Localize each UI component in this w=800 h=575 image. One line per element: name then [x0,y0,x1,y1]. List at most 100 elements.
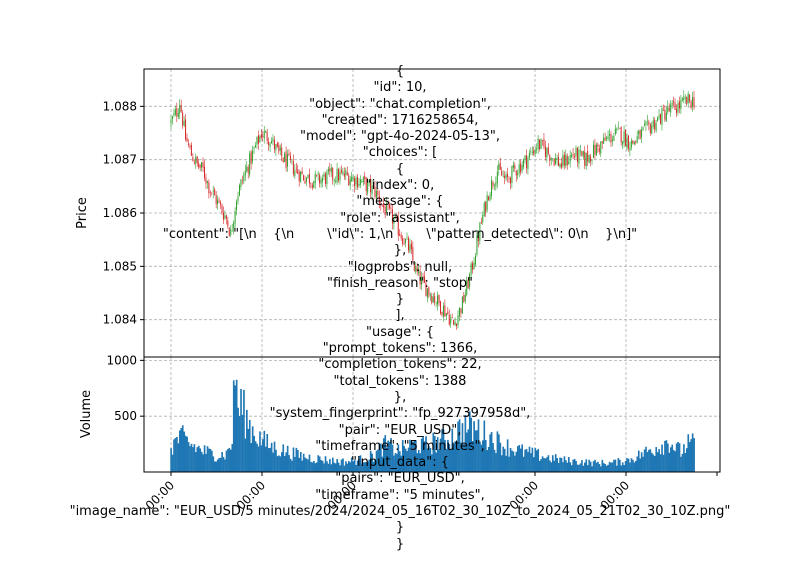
volume-bar [451,428,454,472]
volume-bar [308,454,311,472]
candle-body [590,156,592,162]
volume-bar [482,440,484,472]
candle-body [405,239,407,244]
candle-body [658,115,660,118]
candle-body [668,108,670,111]
volume-bar [302,453,305,472]
volume-bar [598,463,601,472]
candle-body [364,175,366,180]
volume-bar [336,459,339,472]
price-y-tick-label: 1.086 [103,206,137,220]
volume-bar [273,441,276,472]
volume-bar [435,452,438,472]
volume-bar [398,451,401,472]
candle-body [276,143,278,147]
candle-body [684,98,686,99]
candle-body [642,127,644,131]
volume-bar [403,446,406,472]
candle-body [262,136,264,137]
volume-bar [326,461,328,472]
volume-bar [519,448,522,472]
candle-body [619,128,621,129]
volume-bar [562,462,564,472]
volume-bar [648,449,650,472]
candle-body [378,196,380,204]
candle-body [250,151,252,164]
volume-bar [353,459,356,472]
candle-body [437,295,439,305]
volume-bar [371,453,373,472]
volume-bar [448,443,451,472]
volume-bar [591,466,593,472]
volume-bar [348,461,350,472]
volume-bar [283,455,286,472]
volume-bar [270,442,273,472]
candle-body [483,203,485,216]
volume-bar [314,463,317,472]
volume-bar [620,465,623,472]
volume-bar [171,454,174,472]
volume-bar [458,419,461,472]
candle-body [327,168,329,173]
volume-bar [623,465,625,472]
volume-bar [669,447,672,472]
volume-bar [502,446,505,472]
candle-body [451,316,453,319]
candle-body [361,181,363,182]
candle-body [553,158,555,166]
candle-body [676,109,678,114]
candle-body [317,173,319,175]
x-tick-label: 00:00 [507,478,541,512]
volume-bar [649,449,652,472]
volume-bar [356,460,359,472]
candle-body [445,313,447,316]
volume-bar [257,446,260,472]
candle-body [224,215,226,219]
candle-body [313,181,315,188]
candle-body [630,140,632,148]
volume-bar [646,452,649,472]
volume-bar [595,462,598,472]
candle-body [613,135,615,141]
volume-bar [557,462,560,472]
volume-bar [334,463,337,472]
candle-body [480,222,482,224]
volume-bar [431,454,433,472]
candle-body [402,238,404,245]
volume-bar [605,465,608,472]
volume-bar [305,458,308,472]
candle-body [454,321,456,326]
candle-body [326,172,328,184]
volume-bar [199,448,202,472]
volume-bar [232,380,235,472]
candle-body [284,153,286,162]
volume-bar [415,440,417,472]
candle-body [203,166,206,179]
candle-body [501,170,503,176]
volume-bar [546,457,548,472]
candle-body [265,131,267,133]
price-grid [144,69,720,357]
candle-body [543,138,545,147]
candle-body [528,152,530,158]
candle-body [485,201,487,212]
volume-bar [321,460,324,472]
volume-bar [691,433,694,472]
candle-body [601,141,603,144]
volume-bar [372,461,375,472]
candle-body [201,162,203,168]
volume-bar [582,465,585,472]
candle-body [540,139,542,150]
volume-bar [645,446,647,472]
candle-body [236,201,238,211]
candle-body [649,124,651,133]
volume-bar [211,450,213,472]
volume-bar [426,448,429,472]
candle-body [211,192,213,194]
candle-body [332,167,334,180]
candle-body [170,119,172,124]
volume-bar [266,433,269,472]
candle-body [633,141,635,145]
candle-body [419,271,421,285]
candle-body [504,175,506,179]
